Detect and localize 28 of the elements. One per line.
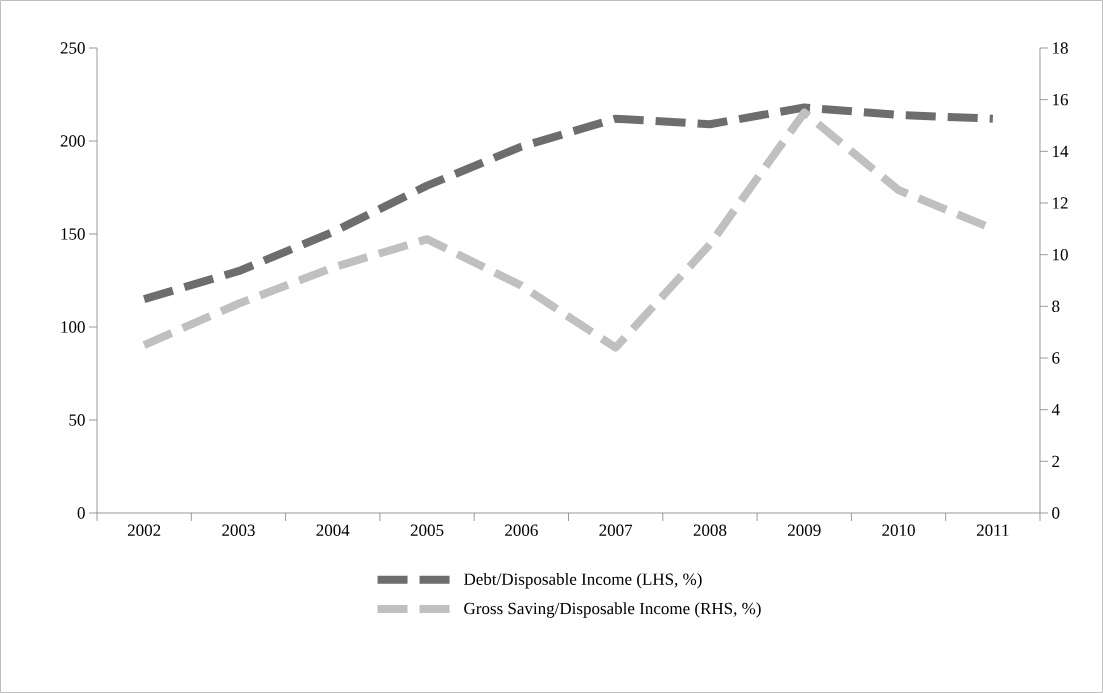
y2-tick-label: 2 — [1052, 455, 1060, 467]
y2-tick-label: 12 — [1053, 197, 1068, 209]
x-tick-label: 2006 — [505, 524, 538, 536]
y-tick-label: 150 — [61, 228, 85, 240]
x-tick-label: 2003 — [222, 524, 255, 536]
y2-tick-label: 0 — [1052, 507, 1060, 519]
y2-tick-label: 16 — [1053, 93, 1069, 106]
y2-tick-label: 4 — [1051, 404, 1060, 416]
x-tick-label: 2008 — [693, 524, 727, 536]
y-tick-label: 200 — [60, 135, 85, 147]
x-tick-label: 2005 — [410, 524, 444, 536]
x-tick-label: 2011 — [976, 524, 1009, 536]
legend-label: Debt/Disposable Income (LHS, %) — [464, 572, 702, 589]
y-tick-label: 100 — [61, 321, 85, 333]
y2-tick-label: 10 — [1053, 248, 1068, 261]
y2-tick-label: 14 — [1053, 145, 1069, 157]
x-tick-label: 2002 — [127, 524, 161, 536]
y-tick-label: 0 — [77, 507, 85, 519]
x-tick-label: 2010 — [882, 524, 915, 536]
y2-tick-label: 6 — [1052, 352, 1060, 364]
x-tick-label: 2004 — [316, 524, 350, 536]
y2-tick-label: 18 — [1053, 42, 1068, 54]
y-tick-label: 250 — [60, 42, 85, 54]
y-tick-label: 50 — [69, 414, 85, 426]
x-tick-label: 2007 — [599, 524, 633, 536]
legend-label: Gross Saving/Disposable Income (RHS, %) — [464, 602, 761, 618]
y2-tick-label: 8 — [1052, 300, 1060, 313]
x-tick-label: 2009 — [788, 524, 821, 536]
